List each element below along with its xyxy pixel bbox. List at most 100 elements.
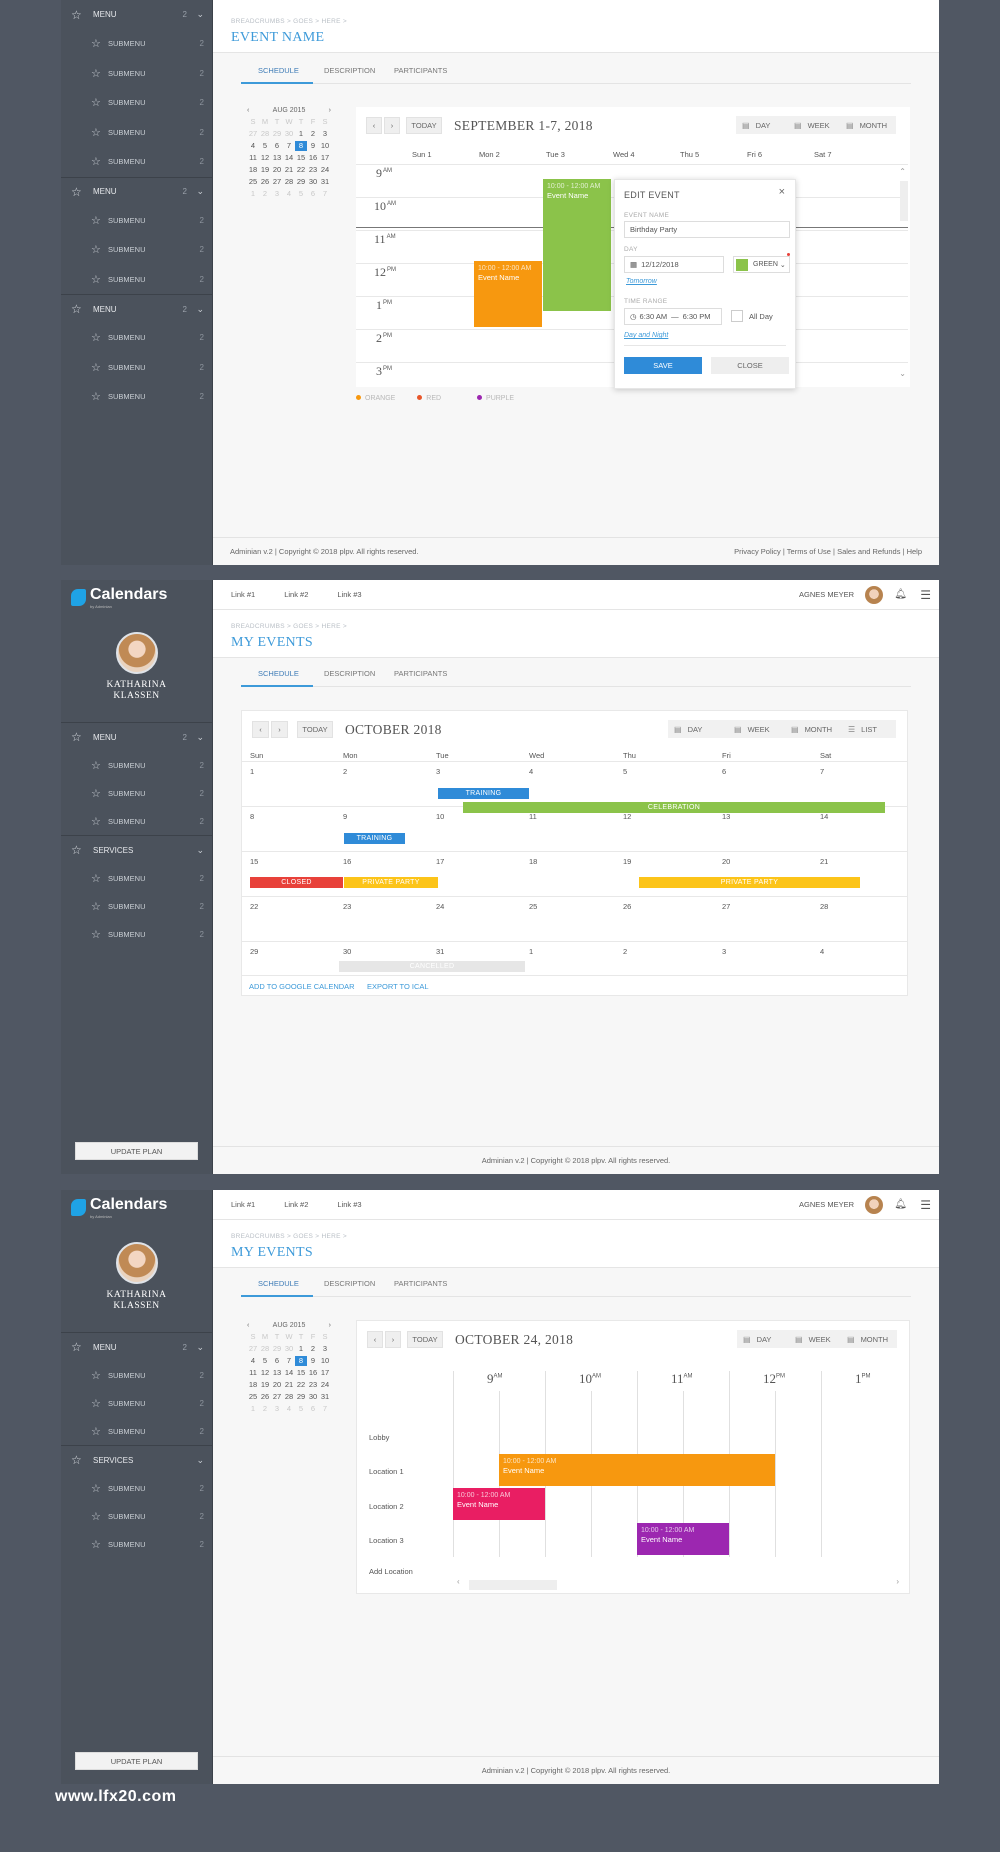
mini-calendar-day[interactable]: 30	[308, 1392, 318, 1401]
legend-item-purple[interactable]: PURPLE	[477, 395, 514, 402]
horizontal-scrollbar[interactable]	[469, 1580, 557, 1590]
mini-calendar-day[interactable]: 4	[286, 1404, 292, 1413]
export-ical-link[interactable]: EXPORT TO ICAL	[367, 982, 429, 991]
day-header[interactable]: Mon 2	[479, 150, 500, 159]
mini-calendar-day[interactable]: 2	[262, 189, 268, 198]
mini-calendar-day[interactable]: 10	[320, 1356, 330, 1365]
mini-calendar-day[interactable]: 25	[248, 177, 258, 186]
mini-calendar-day[interactable]: 8	[295, 1356, 307, 1366]
day-header[interactable]: Wed 4	[613, 150, 635, 159]
bell-icon[interactable]: 🔔︎	[894, 589, 907, 600]
avatar[interactable]	[865, 1195, 883, 1214]
tab-description[interactable]: DESCRIPTION	[324, 669, 376, 678]
month-day-cell[interactable]: 15	[250, 857, 259, 866]
mini-calendar-day[interactable]: 28	[260, 129, 270, 138]
mini-calendar-day[interactable]: 30	[308, 177, 318, 186]
mini-calendar-day[interactable]: 24	[320, 165, 330, 174]
mini-calendar-day[interactable]: 19	[260, 1380, 270, 1389]
mini-calendar-day[interactable]: 2	[310, 129, 316, 138]
tab-schedule[interactable]: SCHEDULE	[258, 66, 299, 75]
chevron-left-icon[interactable]: ‹	[247, 1322, 250, 1329]
prev-button[interactable]: ‹	[367, 1331, 383, 1348]
month-day-cell[interactable]: 31	[436, 947, 445, 956]
mini-calendar-day[interactable]: 23	[308, 165, 318, 174]
mini-calendar-day[interactable]: 3	[322, 129, 328, 138]
sidebar-submenu[interactable]: ☆ SUBMENU 2	[91, 872, 204, 885]
month-day-cell[interactable]: 29	[250, 947, 259, 956]
time-range-input[interactable]: ◷ 6:30 AM —6:30 PM	[624, 308, 722, 325]
sidebar-submenu[interactable]: ☆ SUBMENU 2	[91, 1482, 204, 1495]
prev-button[interactable]: ‹	[366, 117, 382, 134]
month-day-cell[interactable]: 6	[722, 767, 727, 776]
sidebar-submenu[interactable]: ☆ SUBMENU 2	[91, 332, 204, 345]
sidebar-submenu[interactable]: ☆ SUBMENU 2	[91, 900, 204, 913]
sidebar-menu[interactable]: ☆ MENU 2 ⌄	[61, 294, 212, 323]
mini-calendar-day[interactable]: 24	[320, 1380, 330, 1389]
sidebar-submenu[interactable]: ☆ SUBMENU 2	[91, 787, 204, 800]
mini-calendar-day[interactable]: 18	[248, 1380, 258, 1389]
legend-item-red[interactable]: RED	[417, 395, 441, 402]
mini-calendar-day[interactable]: 5	[262, 1356, 268, 1365]
view-week-button[interactable]: ▤ WEEK	[725, 720, 783, 738]
mini-calendar-day[interactable]: 7	[322, 1404, 328, 1413]
sidebar-menu[interactable]: ☆ MENU 2 ⌄	[71, 7, 204, 22]
mini-calendar-day[interactable]: 23	[308, 1380, 318, 1389]
sidebar-submenu[interactable]: ☆ SUBMENU 2	[91, 273, 204, 286]
mini-calendar-day[interactable]: 1	[250, 189, 256, 198]
mini-calendar-day[interactable]: 10	[320, 141, 330, 150]
prev-button[interactable]: ‹	[252, 721, 269, 738]
mini-calendar-day[interactable]: 31	[320, 177, 330, 186]
mini-calendar-day[interactable]: 4	[286, 189, 292, 198]
breadcrumb[interactable]: BREADCRUMBS > GOES > HERE >	[231, 623, 347, 630]
event-orange[interactable]: 10:00 - 12:00 AM Event Name	[499, 1454, 775, 1486]
month-day-cell[interactable]: 23	[343, 902, 352, 911]
update-plan-button[interactable]: UPDATE PLAN	[75, 1142, 198, 1160]
month-day-cell[interactable]: 7	[820, 767, 825, 776]
mini-calendar-day[interactable]: 7	[322, 189, 328, 198]
add-google-calendar-link[interactable]: ADD TO GOOGLE CALENDAR	[249, 982, 355, 991]
tab-schedule[interactable]: SCHEDULE	[258, 1279, 299, 1288]
mini-calendar-day[interactable]: 5	[262, 141, 268, 150]
tab-participants[interactable]: PARTICIPANTS	[394, 669, 448, 678]
mini-calendar-day[interactable]: 29	[296, 1392, 306, 1401]
day-header[interactable]: Sat 7	[814, 150, 832, 159]
sidebar-submenu[interactable]: ☆ SUBMENU 2	[91, 361, 204, 374]
view-week-button[interactable]: ▤ WEEK	[788, 116, 840, 134]
next-button[interactable]: ›	[385, 1331, 401, 1348]
month-day-cell[interactable]: 25	[529, 902, 538, 911]
month-day-cell[interactable]: 26	[623, 902, 632, 911]
today-button[interactable]: TODAY	[297, 721, 333, 738]
mini-calendar-day[interactable]: 26	[260, 177, 270, 186]
view-day-button[interactable]: ▤ DAY	[737, 1330, 789, 1348]
event-cancelled[interactable]: CANCELLED	[339, 961, 525, 972]
sidebar-submenu[interactable]: ☆ SUBMENU 2	[91, 1397, 204, 1410]
avatar[interactable]	[865, 585, 883, 604]
mini-calendar-day[interactable]: 7	[286, 1356, 292, 1365]
mini-calendar-day[interactable]: 4	[250, 1356, 256, 1365]
month-day-cell[interactable]: 27	[722, 902, 731, 911]
mini-calendar-day[interactable]: 19	[260, 165, 270, 174]
mini-calendar-day[interactable]: 21	[284, 1380, 294, 1389]
day-header[interactable]: Thu 5	[680, 150, 700, 159]
mini-calendar-day[interactable]: 15	[296, 1368, 306, 1377]
scroll-left-icon[interactable]: ‹	[457, 1577, 460, 1586]
mini-calendar-day[interactable]: 13	[272, 153, 282, 162]
view-week-button[interactable]: ▤ WEEK	[789, 1330, 841, 1348]
mini-calendar-day[interactable]: 9	[310, 1356, 316, 1365]
chevron-left-icon[interactable]: ‹	[247, 107, 250, 114]
month-day-cell[interactable]: 10	[436, 812, 445, 821]
sidebar-submenu[interactable]: ☆ SUBMENU 2	[91, 214, 204, 227]
color-select[interactable]: GREEN ⌄	[733, 256, 790, 273]
sidebar-submenu[interactable]: ☆ SUBMENU 2	[91, 244, 204, 257]
mini-calendar-day[interactable]: 5	[298, 1404, 304, 1413]
month-day-cell[interactable]: 19	[623, 857, 632, 866]
sidebar-menu[interactable]: ☆ MENU 2 ⌄	[61, 176, 212, 206]
month-day-cell[interactable]: 28	[820, 902, 829, 911]
mini-calendar-day[interactable]: 6	[310, 189, 316, 198]
mini-calendar-day[interactable]: 2	[310, 1344, 316, 1353]
avatar[interactable]	[115, 1242, 158, 1284]
view-list-button[interactable]: ☰ LIST	[840, 720, 896, 738]
menu-icon[interactable]: ☰	[920, 1197, 931, 1212]
sidebar-menu[interactable]: ☆ MENU 2 ⌄	[61, 722, 212, 751]
month-day-cell[interactable]: 1	[529, 947, 534, 956]
